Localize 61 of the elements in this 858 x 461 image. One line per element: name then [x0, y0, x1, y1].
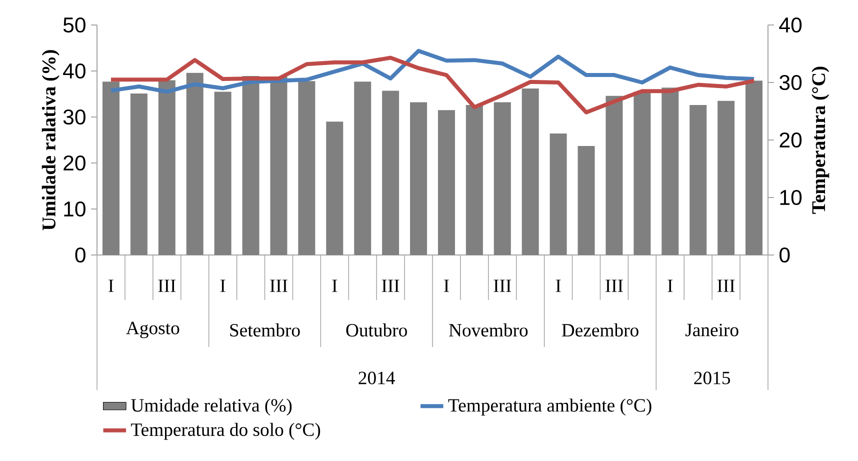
bar — [186, 72, 204, 255]
text: Setembro — [230, 323, 300, 337]
bar — [102, 82, 120, 255]
bar — [242, 76, 260, 255]
bar — [354, 82, 372, 255]
legend-label: Umidade relativa (%) — [131, 398, 292, 416]
x-tick-label: III — [717, 280, 735, 292]
bar — [662, 88, 679, 255]
bar — [130, 94, 148, 255]
y-tick-label: 10 — [64, 201, 86, 217]
bar — [522, 88, 539, 255]
bar — [606, 96, 623, 255]
bar — [410, 102, 428, 255]
y-tick-label: 40 — [63, 63, 86, 79]
y2-tick-label: 0 — [780, 247, 790, 263]
x-tick-label: I — [556, 280, 561, 292]
y2-axis-title: Temperatura (°C) — [812, 66, 830, 214]
bar — [214, 92, 232, 255]
bar — [746, 80, 763, 255]
x-tick-label: I — [220, 280, 226, 292]
y2-tick-label: 40 — [779, 17, 802, 33]
bar — [690, 105, 707, 255]
bar — [158, 80, 176, 255]
text: Dezembro — [562, 323, 638, 337]
y-axis-title: Umidade ralativa (%) — [42, 50, 60, 230]
x-tick-label: III — [270, 280, 288, 292]
bar — [550, 134, 567, 255]
text: Novembro — [449, 323, 528, 337]
y2-tick-label: 10 — [780, 190, 802, 206]
line-series — [108, 48, 756, 94]
text: 2015 — [694, 372, 730, 384]
y-tick-label: 0 — [75, 247, 86, 263]
text: 2014 — [358, 372, 395, 384]
x-tick-label: I — [444, 280, 449, 292]
bar — [634, 92, 651, 255]
text: Janeiro — [686, 324, 738, 336]
y2-tick-label: 30 — [780, 74, 802, 90]
bar — [298, 81, 316, 255]
x-tick-label: III — [158, 280, 176, 292]
x-tick-label: III — [494, 280, 512, 292]
x-tick-label: III — [382, 280, 400, 292]
x-tick-label: III — [606, 280, 623, 292]
y2-tick-label: 20 — [780, 132, 802, 148]
x-tick-label: I — [668, 280, 673, 292]
text: Outubro — [346, 323, 407, 337]
bar — [466, 105, 483, 255]
y-tick-label: 30 — [63, 109, 86, 125]
legend-label: Temperatura do solo (°C) — [131, 422, 320, 440]
text: Agosto — [126, 322, 180, 338]
y-tick-label: 50 — [63, 17, 86, 33]
x-tick-label: I — [108, 280, 114, 292]
bar — [494, 102, 511, 255]
bar — [326, 122, 344, 255]
bar — [270, 76, 288, 255]
bar — [382, 90, 400, 255]
x-tick-label: I — [332, 280, 338, 292]
bar — [718, 100, 735, 255]
legend-label: Temperatura ambiente (°C) — [448, 398, 652, 416]
bar — [578, 146, 595, 255]
bar — [438, 110, 455, 255]
y-tick-label: 20 — [64, 155, 86, 171]
